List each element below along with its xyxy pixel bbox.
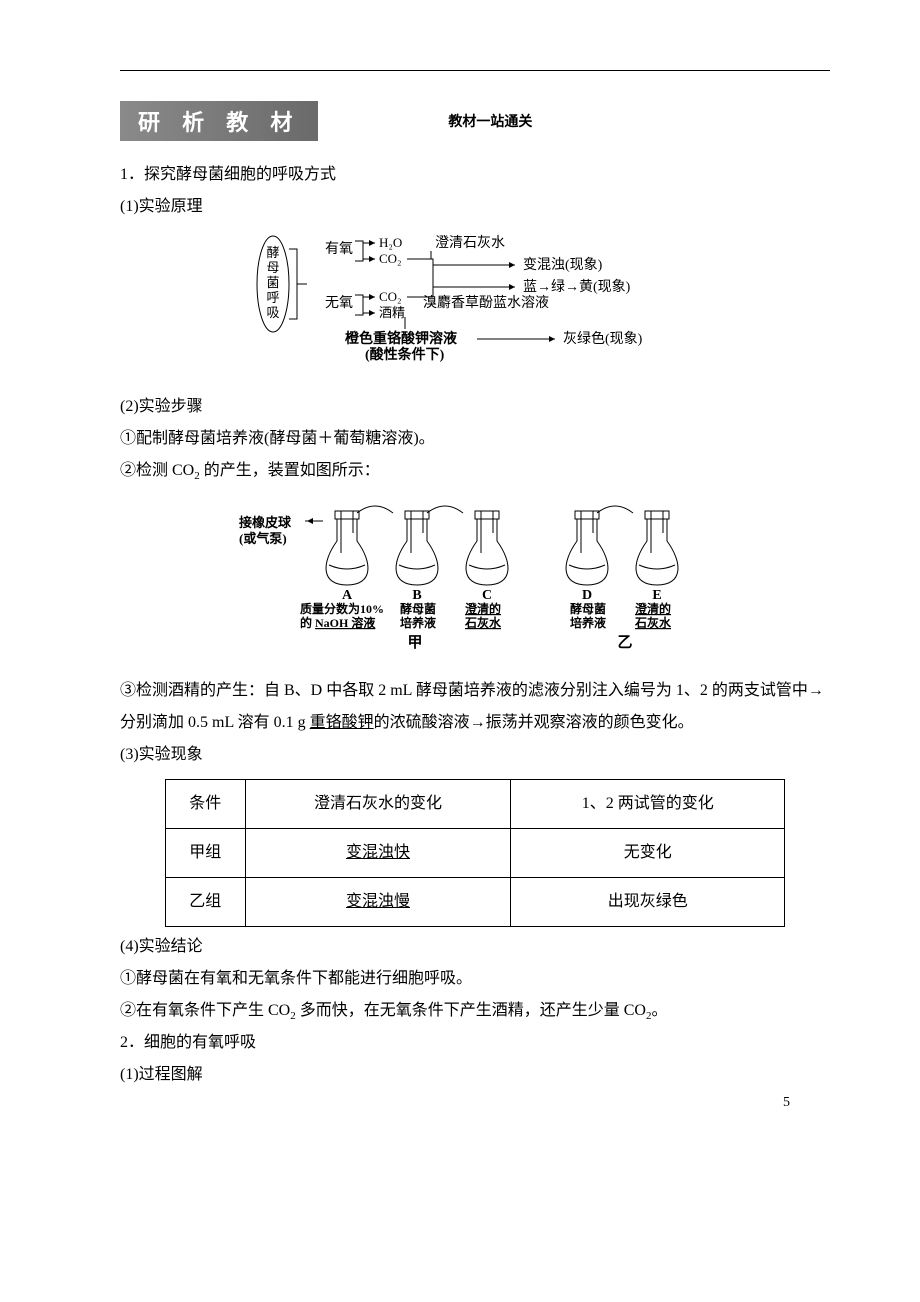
svg-text:呼: 呼 [266, 290, 279, 305]
svg-text:澄清的: 澄清的 [465, 601, 501, 616]
table-row: 乙组 变混浊慢 出现灰绿色 [166, 878, 785, 927]
d1-chengqing: 澄清石灰水 [435, 235, 505, 251]
svg-text:的 NaOH 溶液: 的 NaOH 溶液 [300, 615, 375, 630]
svg-text:B: B [412, 588, 421, 603]
svg-text:澄清的: 澄清的 [635, 601, 671, 616]
label-steps: (2)实验步骤 [120, 391, 830, 423]
d1-co2a: CO₂ [379, 251, 402, 266]
d2-l1: 接橡皮球 [239, 515, 292, 530]
conclusion-2: ②在有氧条件下产生 CO2 多而快，在无氧条件下产生酒精，还产生少量 CO2。 [120, 995, 830, 1027]
content: 1．探究酵母菌细胞的呼吸方式 (1)实验原理 酵 母 菌 呼 吸 有氧 H₂O [120, 159, 830, 1091]
svg-text:培养液: 培养液 [400, 615, 436, 630]
diagram-principle: 酵 母 菌 呼 吸 有氧 H₂O CO₂ 澄清石灰水 无氧 [120, 229, 830, 381]
d1-lanlvhuang: 蓝→绿→黄(现象) [523, 278, 631, 295]
d1-youyang: 有氧 [325, 241, 353, 257]
banner-subtitle: 教材一站通关 [448, 111, 532, 131]
step-3: ③检测酒精的产生：自 B、D 中各取 2 mL 酵母菌培养液的滤液分别注入编号为… [120, 675, 830, 739]
svg-text:酵母菌: 酵母菌 [570, 601, 606, 616]
d1-box-1: 酵 [266, 245, 279, 260]
heading-2: 2．细胞的有氧呼吸 [120, 1027, 830, 1059]
svg-text:培养液: 培养液 [570, 615, 606, 630]
label-conclusion: (4)实验结论 [120, 931, 830, 963]
th-2: 1、2 两试管的变化 [511, 780, 785, 829]
d1-h2o: H₂O [379, 235, 402, 250]
d1-co2b: CO₂ [379, 289, 402, 304]
d2-l2: (或气泵) [239, 531, 287, 546]
conclusion-1: ①酵母菌在有氧和无氧条件下都能进行细胞呼吸。 [120, 963, 830, 995]
table-row: 甲组 变混浊快 无变化 [166, 829, 785, 878]
svg-text:石灰水: 石灰水 [464, 615, 502, 630]
svg-text:E: E [652, 588, 661, 603]
banner-title: 研 析 教 材 [120, 101, 318, 141]
d1-suanxing: (酸性条件下) [365, 346, 445, 363]
d2-group-yi: 乙 [617, 635, 632, 651]
step-2: ②检测 CO2 的产生，装置如图所示： [120, 455, 830, 487]
page-number: 5 [783, 1095, 790, 1111]
svg-text:菌: 菌 [266, 275, 279, 290]
label-phenomena: (3)实验现象 [120, 739, 830, 771]
header-rule [120, 70, 830, 71]
d1-wuyang: 无氧 [325, 295, 353, 311]
svg-text:石灰水: 石灰水 [634, 615, 672, 630]
d1-chengse: 橙色重铬酸钾溶液 [345, 330, 458, 347]
d1-jiujing: 酒精 [379, 305, 405, 320]
table-row: 条件 澄清石灰水的变化 1、2 两试管的变化 [166, 780, 785, 829]
heading-1: 1．探究酵母菌细胞的呼吸方式 [120, 159, 830, 191]
th-0: 条件 [166, 780, 246, 829]
step-1: ①配制酵母菌培养液(酵母菌＋葡萄糖溶液)。 [120, 423, 830, 455]
svg-text:酵母菌: 酵母菌 [400, 601, 436, 616]
svg-text:质量分数为10%: 质量分数为10% [300, 601, 384, 616]
d1-hunzhuo: 变混浊(现象) [523, 257, 603, 273]
svg-text:A: A [342, 588, 353, 603]
svg-text:D: D [582, 588, 592, 603]
section-banner: 研 析 教 材 教材一站通关 [120, 101, 830, 141]
label-principle: (1)实验原理 [120, 191, 830, 223]
svg-text:C: C [482, 588, 492, 603]
th-1: 澄清石灰水的变化 [245, 780, 511, 829]
page: 研 析 教 材 教材一站通关 1．探究酵母菌细胞的呼吸方式 (1)实验原理 酵 … [0, 0, 920, 1131]
diagram-apparatus: 接橡皮球 (或气泵) A [120, 493, 830, 665]
label-process: (1)过程图解 [120, 1059, 830, 1091]
d1-xiushe: 溴麝香草酚蓝水溶液 [423, 295, 549, 311]
svg-text:吸: 吸 [266, 305, 279, 320]
svg-text:母: 母 [266, 260, 279, 275]
d1-huilvse: 灰绿色(现象) [563, 330, 643, 347]
d2-group-jia: 甲 [407, 634, 422, 651]
results-table: 条件 澄清石灰水的变化 1、2 两试管的变化 甲组 变混浊快 无变化 乙组 变混… [165, 779, 785, 927]
